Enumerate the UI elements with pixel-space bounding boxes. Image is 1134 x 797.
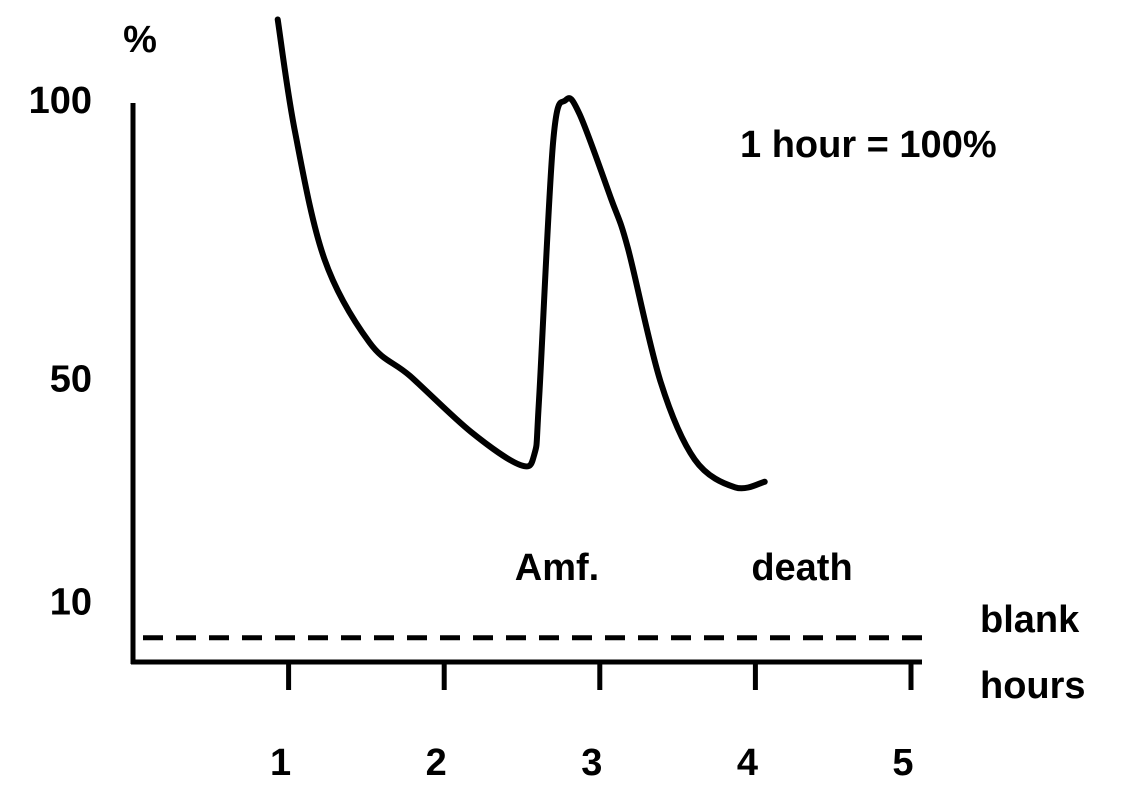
y-tick-label: 100 xyxy=(29,80,92,122)
y-tick-label: 10 xyxy=(50,581,92,623)
annotation: 1 hour = 100% xyxy=(740,124,997,166)
x-tick-label: 4 xyxy=(737,742,758,784)
y-axis-label: % xyxy=(123,19,157,61)
annotation: death xyxy=(751,547,852,589)
data-line xyxy=(274,16,768,492)
x-tick-label: 2 xyxy=(426,742,447,784)
x-tick-label: 3 xyxy=(581,742,602,784)
y-tick-label: 50 xyxy=(50,359,92,401)
x-tick-label: 1 xyxy=(270,742,291,784)
x-axis-label: hours xyxy=(980,665,1086,707)
x-tick-label: 5 xyxy=(892,742,913,784)
annotation: Amf. xyxy=(515,547,599,589)
reference-label: blank xyxy=(980,599,1080,641)
